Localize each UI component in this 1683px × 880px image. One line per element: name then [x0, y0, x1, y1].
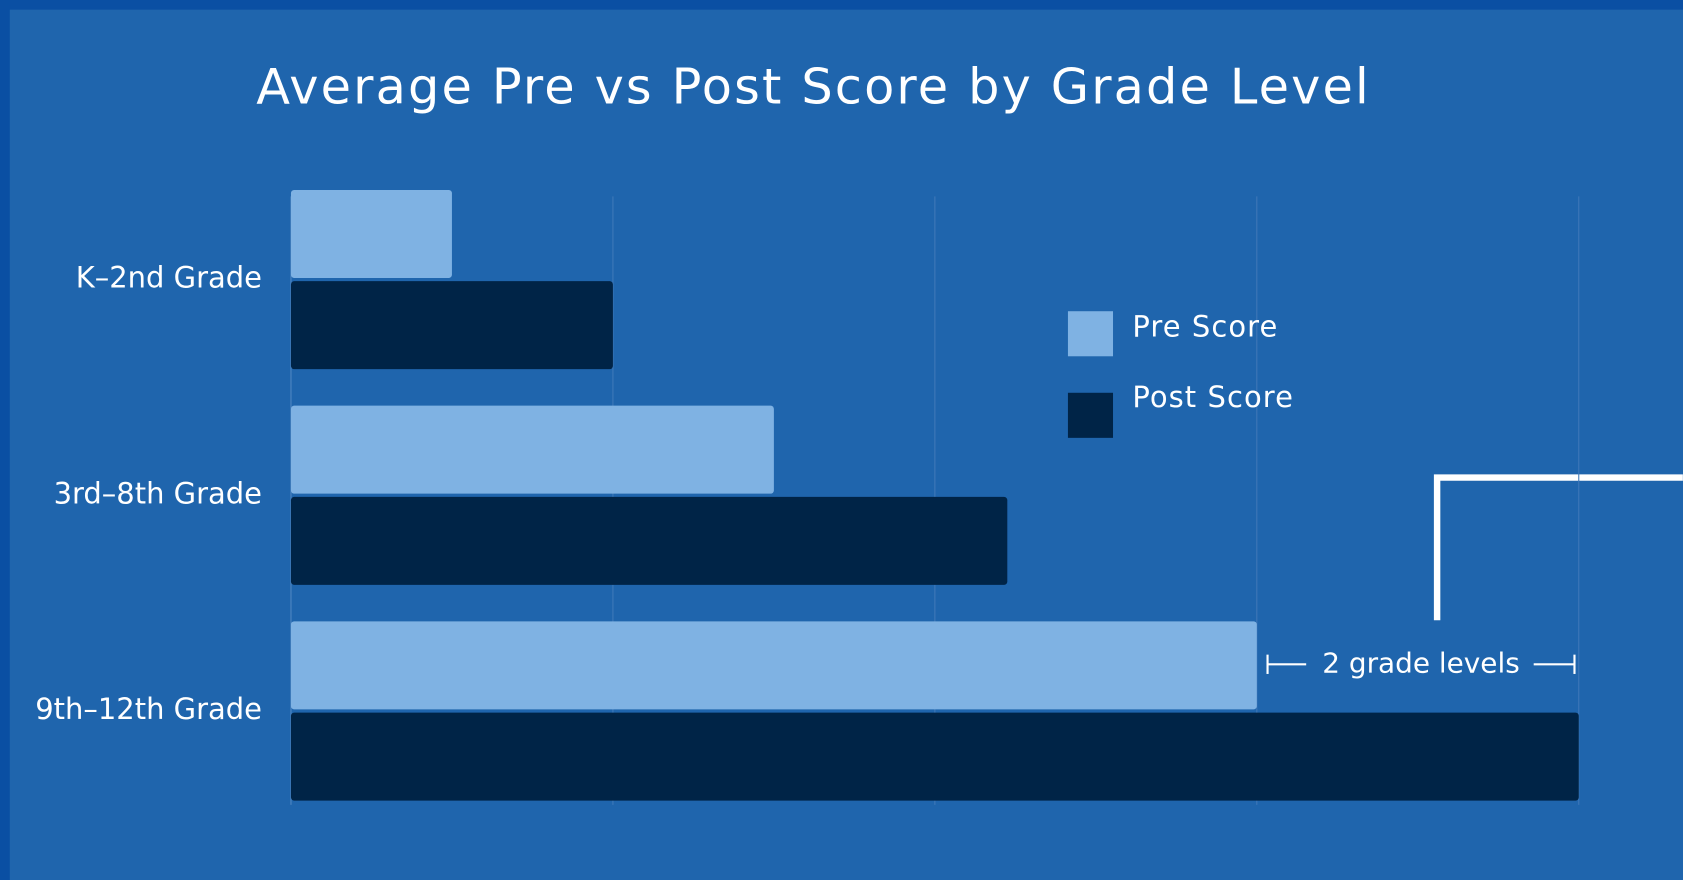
bar [290, 189, 452, 278]
legend-label: Pre Score [1132, 309, 1278, 343]
decoration [1433, 474, 1683, 621]
bar [290, 496, 1008, 585]
annotation: 2 grade levels [1322, 646, 1519, 679]
bar [290, 405, 774, 494]
legend-swatch [1067, 311, 1114, 357]
legend-label: Post Score [1132, 380, 1294, 414]
bar [290, 281, 613, 370]
bar [290, 621, 1257, 710]
legend-swatch [1067, 392, 1114, 438]
y-tick-label: K–2nd Grade [76, 261, 262, 295]
bar [290, 712, 1579, 801]
chart-title: Average Pre vs Post Score by Grade Level [256, 58, 1371, 116]
y-tick-label: 3rd–8th Grade [54, 476, 262, 510]
y-tick-label: 9th–12th Grade [35, 692, 262, 726]
